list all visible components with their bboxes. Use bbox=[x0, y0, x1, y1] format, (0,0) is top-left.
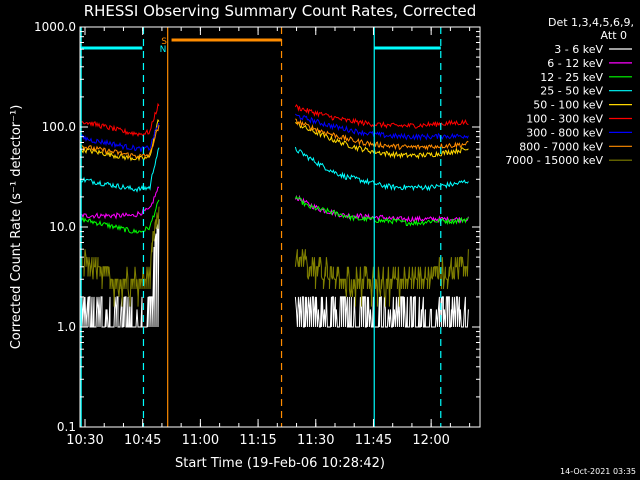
series-line-25-50-kev-seg1 bbox=[79, 147, 160, 193]
legend-label: 300 - 800 keV bbox=[526, 126, 603, 139]
series-line-6-12-kev-seg2 bbox=[294, 194, 469, 224]
x-tick-label: 11:00 bbox=[182, 433, 219, 448]
plot-frame bbox=[79, 26, 481, 428]
legend-label: 800 - 7000 keV bbox=[519, 140, 603, 153]
plot-series-group bbox=[79, 102, 469, 328]
y-tick-label: 100.0 bbox=[42, 120, 76, 134]
flag-markers: SN bbox=[80, 37, 441, 55]
legend-label: 50 - 100 keV bbox=[533, 99, 603, 112]
x-tick-label: 11:45 bbox=[355, 433, 392, 448]
legend-header-line-2: Att 0 bbox=[601, 29, 627, 42]
x-tick-label: 12:00 bbox=[412, 433, 449, 448]
legend-header-line-1: Det 1,3,4,5,6,9, bbox=[548, 16, 634, 29]
legend-label: 25 - 50 keV bbox=[540, 85, 603, 98]
series-line-7000-15000-kev-seg1 bbox=[80, 206, 160, 307]
vertical-markers bbox=[80, 27, 442, 427]
legend-label: 100 - 300 keV bbox=[526, 113, 603, 126]
x-axis-label: Start Time (19-Feb-06 10:28:42) bbox=[175, 456, 385, 471]
series-line-12-25-kev-seg2 bbox=[294, 195, 469, 227]
legend-label: 6 - 12 keV bbox=[547, 57, 603, 70]
series-line-7000-15000-kev-seg2 bbox=[294, 249, 469, 307]
y-tick-label: 10.0 bbox=[49, 220, 76, 234]
series-line-3-6-kev-seg2 bbox=[294, 296, 469, 328]
series-line-100-300-kev-seg1 bbox=[79, 102, 160, 137]
series-line-800-7000-kev-seg2 bbox=[295, 118, 469, 151]
x-axis-ticks: 10:30 10:45 11:00 11:15 11:30 11:45 12:00 bbox=[66, 27, 471, 448]
footer-timestamp: 14-Oct-2021 03:35 bbox=[560, 467, 636, 476]
x-tick-label: 11:30 bbox=[297, 433, 334, 448]
x-tick-label: 10:30 bbox=[66, 433, 103, 448]
flag-letter-s: S bbox=[161, 37, 167, 47]
series-line-12-25-kev-seg1 bbox=[79, 199, 160, 234]
y-axis-label: Corrected Count Rate (s⁻¹ detector⁻¹) bbox=[9, 105, 24, 350]
legend-label: 12 - 25 keV bbox=[540, 71, 603, 84]
legend-label: 3 - 6 keV bbox=[554, 43, 603, 56]
y-tick-label: 0.1 bbox=[57, 420, 76, 434]
series-line-6-12-kev-seg1 bbox=[79, 186, 160, 220]
series-line-300-800-kev-seg2 bbox=[295, 113, 469, 142]
y-axis-ticks: 0.1 1.0 10.0 100.0 1000.0 bbox=[34, 20, 480, 434]
legend-label: 7000 - 15000 keV bbox=[505, 154, 603, 167]
series-line-50-100-kev-seg1 bbox=[79, 118, 160, 162]
chart-title: RHESSI Observing Summary Count Rates, Co… bbox=[84, 2, 477, 20]
series-line-3-6-kev-seg1 bbox=[79, 219, 160, 328]
x-tick-label: 11:15 bbox=[239, 433, 276, 448]
flag-letter-n: N bbox=[160, 45, 167, 55]
x-tick-label: 10:45 bbox=[124, 433, 161, 448]
series-line-300-800-kev-seg1 bbox=[79, 122, 160, 152]
series-line-25-50-kev-seg2 bbox=[294, 146, 469, 192]
series-line-800-7000-kev-seg1 bbox=[79, 125, 160, 159]
series-line-50-100-kev-seg2 bbox=[295, 121, 469, 160]
y-tick-label: 1.0 bbox=[57, 320, 76, 334]
series-line-100-300-kev-seg2 bbox=[294, 103, 469, 129]
y-tick-label: 1000.0 bbox=[34, 20, 76, 34]
